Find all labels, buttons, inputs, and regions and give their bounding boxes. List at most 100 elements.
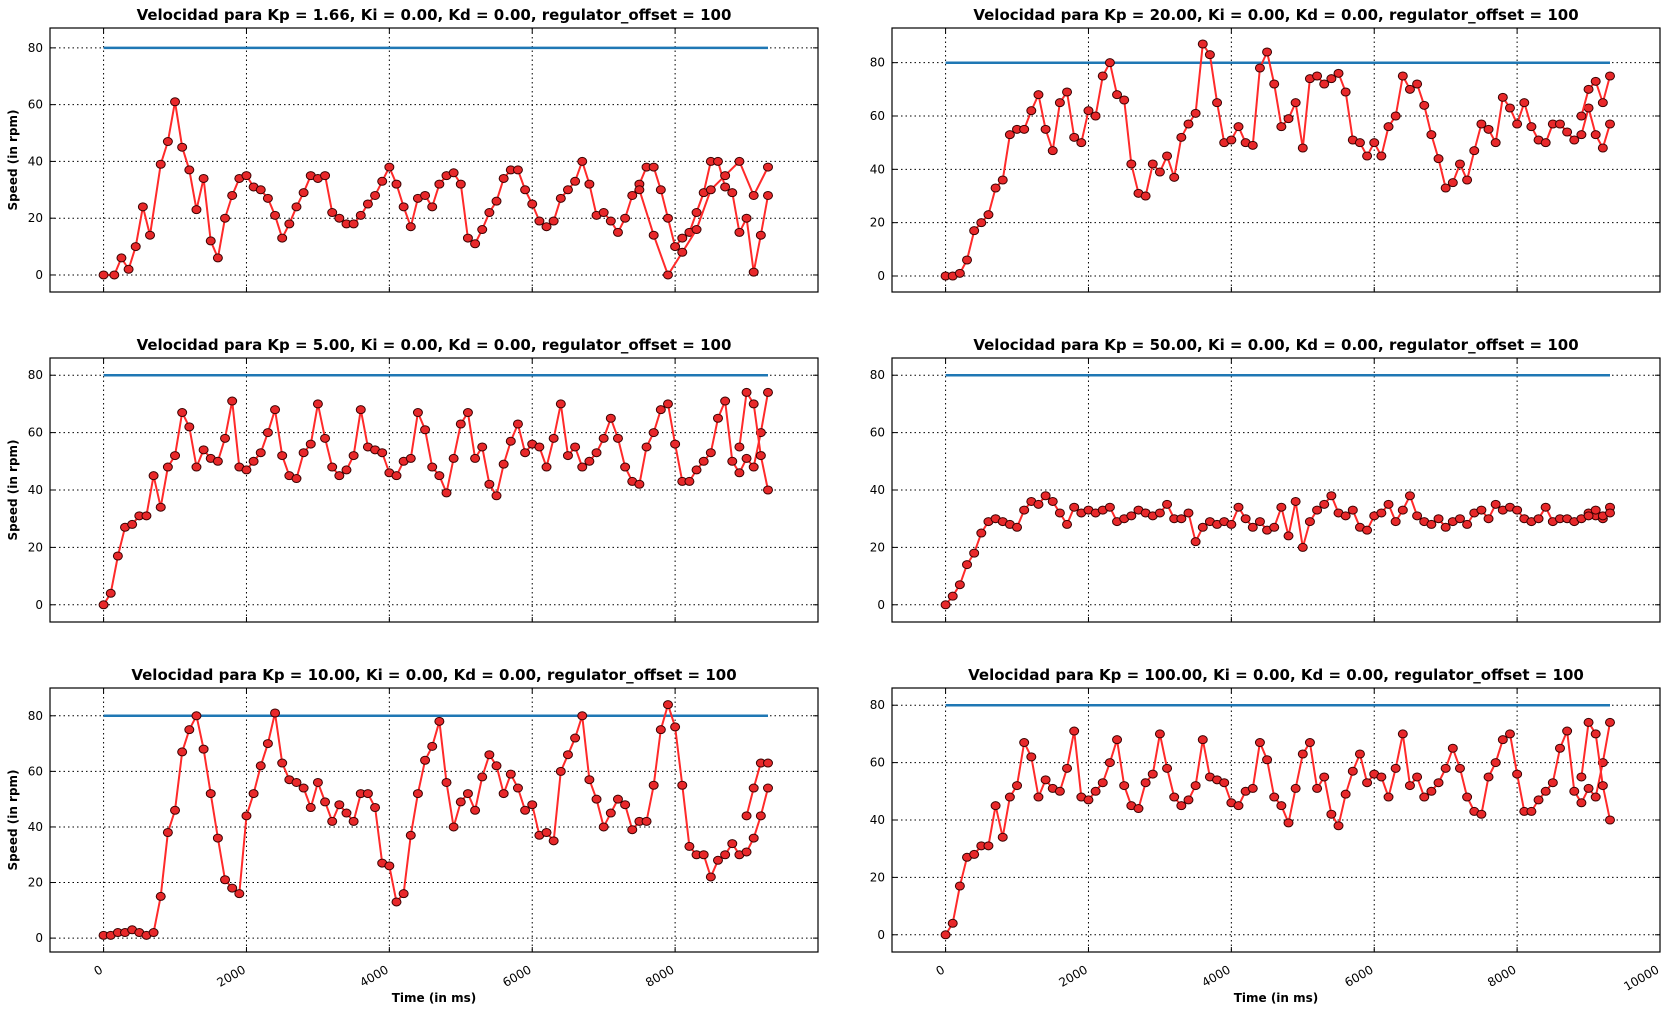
data-point: [241, 811, 252, 821]
data-point: [748, 190, 759, 200]
data-point: [648, 230, 659, 240]
data-point: [1562, 127, 1573, 137]
data-point: [1262, 755, 1273, 765]
data-point: [1204, 50, 1215, 60]
data-point: [427, 202, 438, 212]
data-point: [220, 875, 231, 885]
data-point: [705, 872, 716, 882]
data-point: [420, 755, 431, 765]
data-point: [662, 700, 673, 710]
chart-panel-2: 0 20 40 60 80 Velocidad para Kp = 20.00, Ki =…: [870, 6, 1661, 293]
y-tick-label: 20: [870, 540, 885, 554]
data-point: [947, 918, 958, 928]
data-point: [1133, 804, 1144, 814]
data-point: [334, 213, 345, 223]
data-point: [334, 471, 345, 481]
data-point: [1176, 514, 1187, 524]
data-point: [1419, 792, 1430, 802]
data-point: [1126, 159, 1137, 169]
data-point: [1597, 143, 1608, 153]
y-tick-label: 20: [28, 211, 43, 225]
data-point: [1012, 781, 1023, 791]
speed-line: [638, 159, 769, 278]
data-point: [1004, 792, 1015, 802]
data-point: [262, 428, 273, 438]
data-point: [562, 451, 573, 461]
data-point: [334, 800, 345, 810]
data-point: [491, 491, 502, 501]
data-point: [720, 396, 731, 406]
data-point: [1326, 74, 1337, 84]
data-point: [1019, 505, 1030, 515]
data-point: [1590, 76, 1601, 86]
chart-title: Velocidad para Kp = 10.00, Ki = 0.00, Kd…: [131, 666, 736, 684]
y-tick-label: 60: [870, 756, 885, 770]
data-point: [370, 190, 381, 200]
data-point: [1169, 172, 1180, 182]
data-point: [1597, 781, 1608, 791]
data-point: [520, 185, 531, 195]
data-point: [498, 459, 509, 469]
data-point: [548, 433, 559, 443]
data-point: [1447, 178, 1458, 188]
data-point: [127, 519, 138, 529]
data-point: [612, 227, 623, 237]
data-point: [1426, 786, 1437, 796]
data-point: [947, 591, 958, 601]
data-point: [1012, 522, 1023, 532]
y-tick-label: 60: [28, 98, 43, 112]
data-point: [605, 216, 616, 226]
data-point: [598, 433, 609, 443]
data-point: [612, 794, 623, 804]
data-point: [969, 548, 980, 558]
data-point: [1604, 119, 1615, 129]
data-point: [248, 456, 259, 466]
data-point: [584, 179, 595, 189]
data-point: [1290, 783, 1301, 793]
data-point: [1026, 106, 1037, 116]
data-point: [1440, 522, 1451, 532]
data-point: [1183, 795, 1194, 805]
data-point: [1604, 717, 1615, 727]
data-point: [1283, 818, 1294, 828]
data-point: [484, 208, 495, 218]
chart-panel-3: 0 20 40 60 80 Velocidad para Kp = 5.00, Ki = …: [6, 336, 819, 623]
data-point: [105, 588, 116, 598]
data-point: [1419, 100, 1430, 110]
data-point: [548, 216, 559, 226]
data-point: [1554, 743, 1565, 753]
data-point: [405, 453, 416, 463]
data-point: [755, 230, 766, 240]
data-point: [705, 185, 716, 195]
speed-line: [944, 493, 1611, 606]
data-point: [291, 777, 302, 787]
data-point: [1483, 124, 1494, 134]
data-point: [577, 711, 588, 721]
data-point: [1462, 792, 1473, 802]
data-point: [1212, 98, 1223, 108]
data-point: [98, 270, 109, 280]
data-point: [976, 528, 987, 538]
data-point: [748, 833, 759, 843]
data-point: [384, 162, 395, 172]
data-point: [1033, 499, 1044, 509]
data-point: [1483, 514, 1494, 524]
data-point: [627, 825, 638, 835]
speed-line: [944, 722, 1611, 936]
y-tick-label: 0: [877, 269, 885, 283]
x-axis-label: Time (in ms): [392, 991, 477, 1005]
data-point: [1376, 772, 1387, 782]
data-point: [1490, 499, 1501, 509]
data-point: [348, 451, 359, 461]
plot-frame: [891, 27, 1661, 293]
x-tick-label: 8000: [1485, 962, 1518, 989]
data-point: [1283, 114, 1294, 124]
data-point: [1583, 511, 1594, 521]
data-point: [990, 183, 1001, 193]
data-point: [184, 725, 195, 735]
data-point: [1219, 778, 1230, 788]
data-point: [762, 758, 773, 768]
data-point: [620, 213, 631, 223]
data-point: [1383, 499, 1394, 509]
